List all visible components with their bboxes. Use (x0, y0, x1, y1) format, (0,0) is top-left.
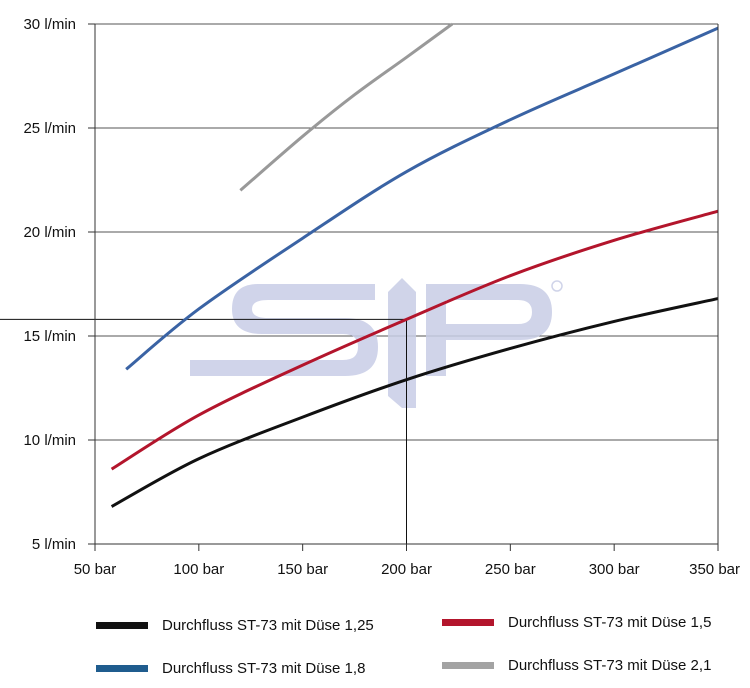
watermark-letter-p (426, 284, 552, 376)
x-axis-ticks: 50 bar 100 bar 150 bar 200 bar 250 bar 300 ba… (74, 544, 740, 578)
legend-swatch-1-25 (96, 622, 148, 629)
legend-label-1-8: Durchfluss ST-73 mit Düse 1,8 (162, 660, 366, 677)
y-tick-label-4: 25 l/min (23, 120, 76, 137)
watermark-registered-mark (551, 280, 563, 292)
legend-item-1-8: Durchfluss ST-73 mit Düse 1,8 (96, 660, 365, 677)
legend-item-1-25: Durchfluss ST-73 mit Düse 1,25 (96, 617, 374, 634)
flow-chart: 5 l/min 10 l/min 15 l/min 20 l/min 25 l/min 3… (0, 16, 740, 578)
x-tick-label-2: 150 bar (277, 561, 328, 578)
legend-swatch-1-8 (96, 665, 148, 672)
y-tick-label-1: 10 l/min (23, 432, 76, 449)
y-tick-label-0: 5 l/min (32, 536, 76, 553)
sip-logo-watermark (190, 278, 563, 408)
legend-item-2-1: Durchfluss ST-73 mit Düse 2,1 (442, 657, 711, 674)
series-line-1 (110, 209, 719, 471)
legend-item-1-5: Durchfluss ST-73 mit Düse 1,5 (442, 614, 711, 631)
y-tick-label-2: 15 l/min (23, 328, 76, 345)
series-line-0 (110, 297, 719, 508)
series-line-3 (239, 22, 454, 192)
legend-label-1-25: Durchfluss ST-73 mit Düse 1,25 (162, 617, 374, 634)
series-lines (110, 22, 719, 508)
watermark-letter-s (190, 284, 378, 376)
x-tick-label-5: 300 bar (589, 561, 640, 578)
x-tick-label-6: 350 bar (689, 561, 740, 578)
reference-lines (0, 318, 407, 544)
legend-swatch-2-1 (442, 662, 494, 669)
legend-label-1-5: Durchfluss ST-73 mit Düse 1,5 (508, 614, 712, 631)
y-axis-ticks: 5 l/min 10 l/min 15 l/min 20 l/min 25 l/min 3… (23, 16, 95, 553)
x-tick-label-1: 100 bar (173, 561, 224, 578)
legend: Durchfluss ST-73 mit Düse 1,25 Durchflus… (0, 600, 750, 688)
legend-label-2-1: Durchfluss ST-73 mit Düse 2,1 (508, 657, 712, 674)
x-tick-label-4: 250 bar (485, 561, 536, 578)
x-tick-label-3: 200 bar (381, 561, 432, 578)
y-tick-label-3: 20 l/min (23, 224, 76, 241)
x-tick-label-0: 50 bar (74, 561, 117, 578)
y-tick-label-5: 30 l/min (23, 16, 76, 33)
watermark-letter-i (388, 278, 416, 408)
legend-swatch-1-5 (442, 619, 494, 626)
grid-lines (95, 23, 718, 441)
series-line-2 (125, 26, 719, 371)
